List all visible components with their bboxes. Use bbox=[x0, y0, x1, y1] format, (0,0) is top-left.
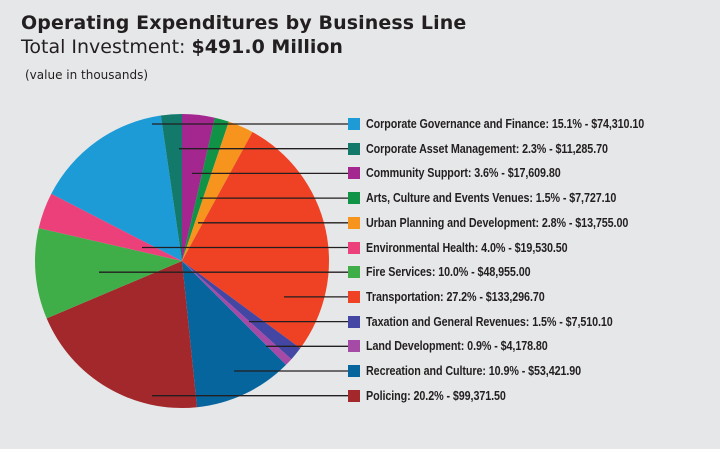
pie-slice-taxation-and-general-revenues bbox=[182, 261, 301, 360]
legend-label: Fire Services: 10.0% - $48,955.00 bbox=[366, 265, 531, 280]
legend-swatch bbox=[348, 142, 360, 155]
chart-title: Operating Expenditures by Business Line bbox=[21, 12, 467, 34]
pie-slice-community-support bbox=[182, 114, 215, 261]
legend-item-corporate-asset-management: Corporate Asset Management: 2.3% - $11,2… bbox=[348, 141, 647, 157]
legend-swatch bbox=[348, 266, 360, 279]
legend-swatch bbox=[348, 167, 360, 180]
subtitle-value: $491.0 Million bbox=[191, 36, 343, 58]
pie-slice-corporate-governance-and-finance bbox=[51, 115, 183, 261]
legend-swatch bbox=[348, 216, 360, 229]
legend-swatch bbox=[348, 192, 360, 205]
legend-item-fire-services: Fire Services: 10.0% - $48,955.00 bbox=[348, 264, 557, 280]
legend-label: Transportation: 27.2% - $133,296.70 bbox=[366, 289, 545, 304]
legend-item-land-development: Land Development: 0.9% - $4,178.80 bbox=[348, 338, 577, 354]
chart-subtitle: Total Investment: $491.0 Million bbox=[21, 36, 343, 58]
legend-label: Arts, Culture and Events Venues: 1.5% - … bbox=[366, 191, 617, 206]
legend-item-environmental-health: Environmental Health: 4.0% - $19,530.50 bbox=[348, 240, 600, 256]
legend-item-policing: Policing: 20.2% - $99,371.50 bbox=[348, 388, 529, 404]
legend-swatch bbox=[348, 241, 360, 254]
legend-label: Environmental Health: 4.0% - $19,530.50 bbox=[366, 240, 568, 255]
legend-swatch bbox=[348, 365, 360, 377]
legend-item-taxation-and-general-revenues: Taxation and General Revenues: 1.5% - $7… bbox=[348, 314, 653, 330]
pie-slice-transportation bbox=[182, 132, 329, 349]
legend-label: Urban Planning and Development: 2.8% - $… bbox=[366, 215, 629, 230]
pie-slice-arts-culture-and-events-venues bbox=[182, 117, 229, 261]
legend-item-transportation: Transportation: 27.2% - $133,296.70 bbox=[348, 289, 574, 305]
units-note: (value in thousands) bbox=[25, 68, 149, 82]
legend-item-community-support: Community Support: 3.6% - $17,609.80 bbox=[348, 165, 592, 181]
legend-swatch bbox=[348, 389, 360, 402]
pie-slice-land-development bbox=[182, 261, 292, 365]
legend-item-corporate-governance-and-finance: Corporate Governance and Finance: 15.1% … bbox=[348, 116, 689, 132]
legend-label: Taxation and General Revenues: 1.5% - $7… bbox=[366, 314, 613, 329]
legend-label: Land Development: 0.9% - $4,178.80 bbox=[366, 339, 548, 354]
legend-swatch bbox=[348, 315, 360, 328]
legend-label: Corporate Asset Management: 2.3% - $11,2… bbox=[366, 141, 608, 156]
legend-item-urban-planning-and-development: Urban Planning and Development: 2.8% - $… bbox=[348, 215, 671, 231]
legend-label: Policing: 20.2% - $99,371.50 bbox=[366, 388, 506, 403]
legend-swatch bbox=[348, 340, 360, 353]
pie-slice-corporate-asset-management bbox=[160, 114, 182, 261]
subtitle-prefix: Total Investment: bbox=[21, 36, 192, 58]
legend-swatch bbox=[348, 118, 360, 130]
pie-slice-urban-planning-and-development bbox=[182, 121, 253, 261]
legend-label: Recreation and Culture: 10.9% - $53,421.… bbox=[366, 364, 582, 378]
legend-label: Corporate Governance and Finance: 15.1% … bbox=[366, 117, 645, 131]
legend-item-arts-culture-and-events-venues: Arts, Culture and Events Venues: 1.5% - … bbox=[348, 190, 657, 206]
pie-slice-environmental-health bbox=[38, 193, 182, 261]
legend-label: Community Support: 3.6% - $17,609.80 bbox=[366, 166, 561, 181]
pie-slice-policing bbox=[46, 261, 197, 408]
legend-swatch bbox=[348, 290, 360, 303]
pie-slice-fire-services bbox=[35, 228, 182, 319]
legend-item-recreation-and-culture: Recreation and Culture: 10.9% - $53,421.… bbox=[348, 363, 616, 379]
